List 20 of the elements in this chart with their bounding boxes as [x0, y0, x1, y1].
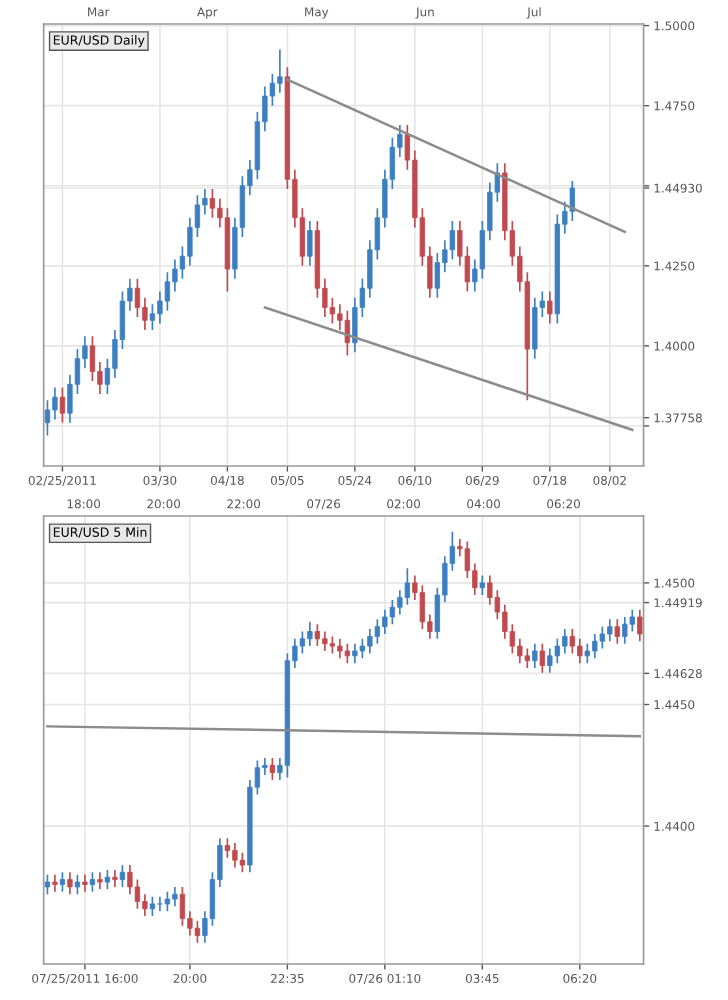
candlestick: [389, 599, 396, 626]
candlestick: [164, 890, 171, 913]
candlestick: [337, 637, 343, 660]
candlestick: [224, 207, 231, 293]
candlestick: [344, 642, 351, 664]
candlestick: [224, 837, 231, 859]
candlestick: [44, 873, 51, 896]
candlestick: [74, 873, 81, 896]
candlestick: [374, 618, 381, 645]
candlestick: [97, 871, 103, 891]
candlestick: [52, 873, 58, 893]
candlestick: [359, 637, 366, 660]
candlestick: [479, 574, 486, 596]
candlestick: [314, 623, 321, 647]
candlestick: [82, 873, 88, 893]
candlestick: [209, 188, 216, 219]
candlestick: [419, 584, 426, 630]
candlestick: [284, 652, 291, 779]
candlestick: [269, 757, 276, 781]
candlestick: [434, 252, 441, 299]
